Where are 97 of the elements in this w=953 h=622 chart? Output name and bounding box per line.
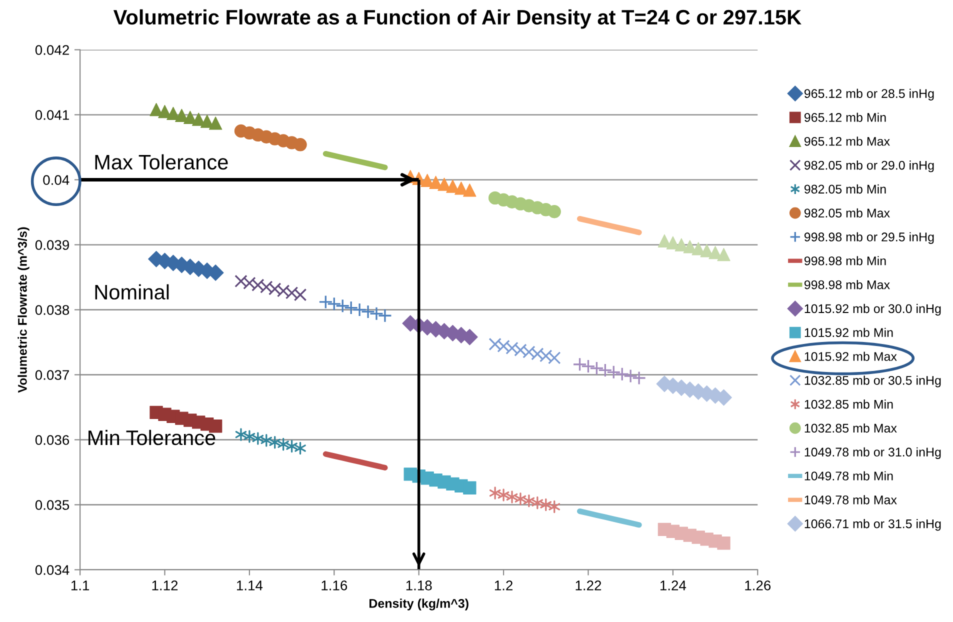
point <box>514 492 526 506</box>
point <box>506 490 518 504</box>
point <box>606 365 621 380</box>
point <box>150 102 163 116</box>
point <box>294 442 306 455</box>
point <box>624 368 638 384</box>
point <box>683 240 696 254</box>
x-tick-label: 1.14 <box>236 580 263 590</box>
y-axis-title: Volumetric Flowrate (m^3/s) <box>18 227 30 393</box>
point <box>548 205 561 218</box>
point <box>235 428 247 441</box>
x-tick-label: 1.18 <box>406 580 432 590</box>
point <box>615 367 630 382</box>
point <box>489 486 501 500</box>
point <box>208 116 222 130</box>
legend-label: 982.05 mb Max <box>804 208 890 218</box>
point <box>192 112 206 126</box>
legend-label: 1015.92 mb Max <box>804 352 897 361</box>
point <box>260 434 272 447</box>
point <box>360 304 376 319</box>
x-tick-label: 1.12 <box>152 580 178 590</box>
y-tick-label: 0.037 <box>35 370 69 380</box>
point <box>581 359 596 374</box>
point <box>717 536 730 550</box>
point <box>278 438 289 451</box>
point <box>184 110 197 124</box>
point <box>717 248 730 262</box>
x-tick-label: 1.16 <box>322 580 348 590</box>
point <box>269 436 281 449</box>
point <box>708 246 722 260</box>
point <box>344 300 358 315</box>
point <box>498 488 510 502</box>
chart-title: Volumetric Flowrate as a Function of Air Density at T=24 C or 297.15K <box>113 9 802 29</box>
x-tick-label: 1.1 <box>71 580 90 590</box>
point <box>666 236 680 250</box>
x-tick-label: 1.2 <box>494 580 512 590</box>
y-tick-label: 0.035 <box>35 500 70 510</box>
point <box>327 296 342 311</box>
point <box>252 432 264 445</box>
point <box>420 174 434 188</box>
legend-label: 1049.78 mb Min <box>804 471 893 480</box>
point <box>294 138 307 152</box>
legend-label: 998.98 mb Min <box>804 256 886 266</box>
point <box>463 184 476 197</box>
y-tick-label: 0.034 <box>35 565 70 575</box>
y-tick-label: 0.036 <box>35 435 70 445</box>
point <box>532 496 544 510</box>
legend-label: 1032.85 mb Max <box>804 423 897 433</box>
point <box>548 500 560 514</box>
point <box>540 498 552 512</box>
point <box>454 182 468 195</box>
point <box>463 481 476 494</box>
point <box>523 494 535 508</box>
y-tick-label: 0.039 <box>35 240 69 250</box>
point <box>318 294 333 310</box>
legend-label: 965.12 mb Max <box>804 136 890 146</box>
legend-label: 1066.71 mb or 31.5 inHg <box>804 519 941 531</box>
x-tick-label: 1.24 <box>660 580 686 590</box>
legend-label: 1049.78 mb Max <box>804 495 897 504</box>
annotation: Nominal <box>95 284 169 300</box>
point <box>286 440 298 453</box>
annotation: Max Tolerance <box>95 154 228 170</box>
point <box>598 363 612 378</box>
y-tick-label: 0.04 <box>43 175 70 185</box>
point <box>200 114 214 128</box>
point <box>572 357 587 372</box>
annotation: Min Tolerance <box>88 430 216 446</box>
point <box>244 430 256 443</box>
point <box>369 306 384 321</box>
point <box>336 298 350 313</box>
legend-label: 965.12 mb or 28.5 inHg <box>804 88 934 100</box>
legend-label: 1049.78 mb or 31.0 inHg <box>804 447 941 459</box>
point <box>378 308 392 323</box>
legend-label: 1032.85 mb Min <box>804 400 893 409</box>
x-axis-title: Density (kg/m^3) <box>369 598 468 610</box>
legend-label: 1015.92 mb Min <box>804 328 893 338</box>
point <box>352 302 367 317</box>
legend-label: 998.98 mb or 29.5 inHg <box>804 232 934 244</box>
point <box>590 361 604 376</box>
legend-label: 982.05 mb Min <box>804 184 886 194</box>
legend-label: 1032.85 mb or 30.5 inHg <box>804 376 941 388</box>
legend-label: 998.98 mb Max <box>804 280 890 290</box>
x-tick-label: 1.22 <box>576 580 602 590</box>
y-tick-label: 0.038 <box>35 305 70 315</box>
point <box>692 242 705 256</box>
point <box>166 106 180 120</box>
point <box>446 180 460 193</box>
x-tick-label: 1.26 <box>745 580 771 590</box>
legend-label: 982.05 mb or 29.0 inHg <box>804 160 934 172</box>
point <box>700 244 714 258</box>
y-tick-label: 0.041 <box>35 110 69 120</box>
legend-label: 965.12 mb Min <box>804 112 886 122</box>
point <box>429 176 442 189</box>
y-tick-label: 0.042 <box>35 45 69 55</box>
point <box>632 370 646 386</box>
point <box>158 104 172 118</box>
legend-label: 1015.92 mb or 30.0 inHg <box>804 304 941 316</box>
